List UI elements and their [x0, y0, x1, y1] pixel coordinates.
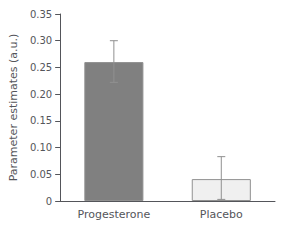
svg-text:0.05: 0.05: [30, 169, 52, 180]
svg-text:Progesterone: Progesterone: [77, 208, 150, 221]
svg-text:Placebo: Placebo: [200, 208, 243, 221]
svg-text:0.35: 0.35: [30, 9, 52, 20]
svg-text:0.10: 0.10: [30, 142, 52, 153]
svg-text:0: 0: [46, 196, 52, 207]
svg-text:0.30: 0.30: [30, 35, 52, 46]
svg-text:0.20: 0.20: [30, 89, 52, 100]
svg-text:0.25: 0.25: [30, 62, 52, 73]
svg-text:0.15: 0.15: [30, 115, 52, 126]
svg-text:Parameter estimates (a.u.): Parameter estimates (a.u.): [7, 34, 20, 182]
